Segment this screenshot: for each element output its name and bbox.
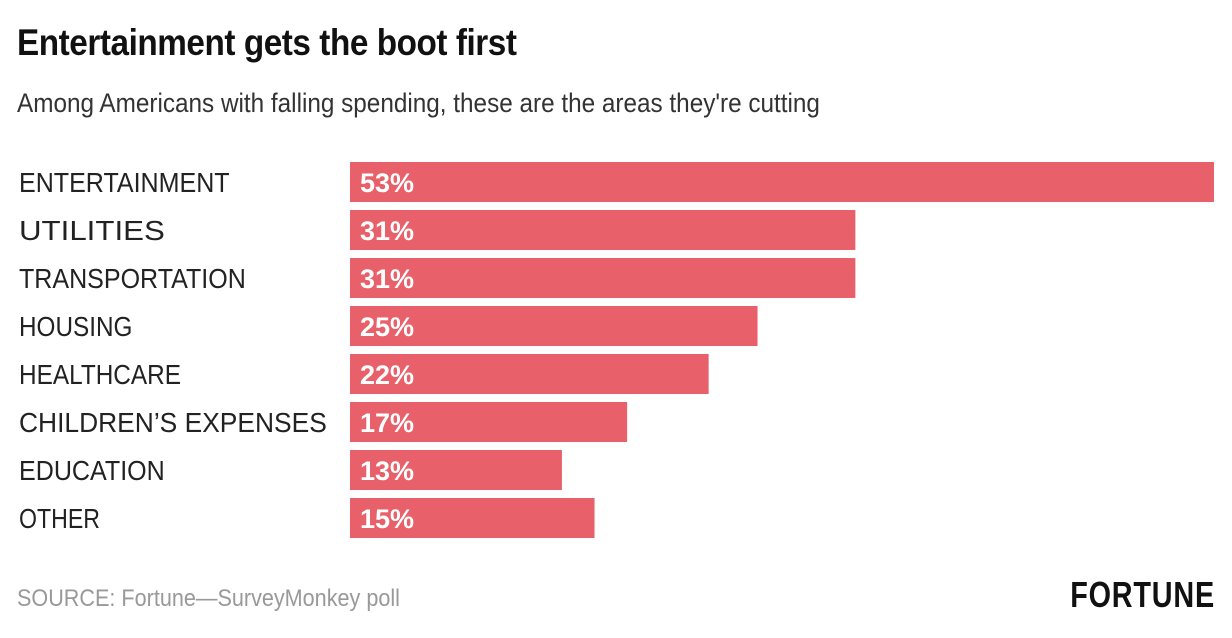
bar	[350, 162, 1214, 202]
category-label: UTILITIES	[19, 215, 165, 246]
fortune-logo: FORTUNE	[1070, 574, 1215, 615]
bar	[350, 354, 709, 394]
category-label: HEALTHCARE	[19, 359, 181, 390]
value-label: 53%	[360, 168, 414, 198]
value-label: 25%	[360, 312, 414, 342]
value-label: 31%	[360, 264, 414, 294]
category-label: TRANSPORTATION	[19, 263, 246, 294]
value-label: 22%	[360, 360, 414, 390]
category-label: OTHER	[19, 503, 100, 534]
category-label: EDUCATION	[19, 455, 165, 486]
chart-title: Entertainment gets the boot first	[17, 22, 517, 63]
bar	[350, 498, 595, 538]
chart-subtitle: Among Americans with falling spending, t…	[17, 88, 820, 118]
bar	[350, 402, 628, 442]
value-label: 13%	[360, 456, 414, 486]
value-label: 31%	[360, 216, 414, 246]
bar	[350, 258, 856, 298]
category-label: HOUSING	[19, 311, 132, 342]
bar	[350, 306, 758, 346]
category-label: ENTERTAINMENT	[19, 167, 230, 198]
bar	[350, 450, 562, 490]
category-label: CHILDREN’S EXPENSES	[19, 407, 327, 438]
value-label: 15%	[360, 504, 414, 534]
source-note: SOURCE: Fortune—SurveyMonkey poll	[17, 585, 400, 612]
bar	[350, 210, 856, 250]
value-label: 17%	[360, 408, 414, 438]
